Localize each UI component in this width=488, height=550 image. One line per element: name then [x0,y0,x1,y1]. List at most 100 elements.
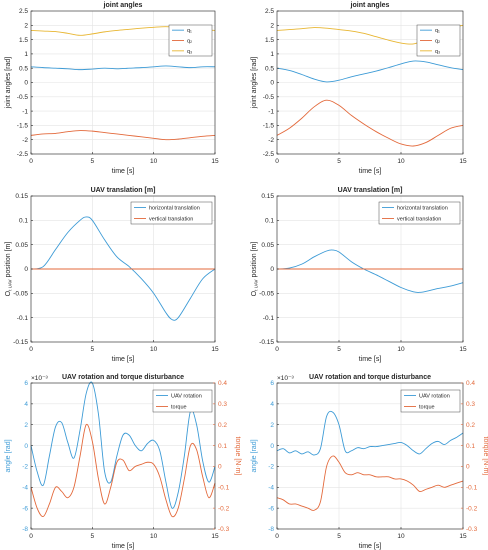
y-right-tick-label: 0.3 [218,401,227,408]
y-tick-label: -2 [268,464,274,471]
legend: q₁ q₂ q₃ [168,24,213,57]
series-line-0 [276,249,464,293]
x-tick-label: 10 [150,533,158,540]
series-line-1 [276,99,464,147]
chart-title: UAV rotation and torque disturbance [309,374,431,381]
y-right-tick-label: 0.2 [466,422,475,429]
series-line-1 [30,423,216,518]
y-tick-label: -1.5 [263,123,275,130]
y-right-tick-label: -0.3 [466,526,478,533]
chart-title: UAV translation [m] [91,187,156,194]
y-right-axis-label: torque [N·m] [482,437,488,476]
chart-panel-uav-translation-right: 0 5 10 15 -0.15 -0.1 -0.05 0 0.05 0.1 0.15 UAV tran… [251,187,467,363]
series-line-0 [276,60,464,83]
y-tick-label: -2 [22,464,28,471]
x-tick-label: 15 [211,533,219,540]
x-tick-label: 0 [29,533,33,540]
series-line-0 [30,381,216,509]
legend-box [130,201,213,225]
y-tick-label: -2.5 [17,151,29,158]
y-axis-label: Ot UAV position [m] [251,242,259,297]
x-tick-label: 15 [459,158,467,165]
x-tick-label: 0 [29,346,33,353]
x-tick-label: 10 [397,533,405,540]
y-tick-label: 0 [270,266,274,273]
x-tick-label: 15 [211,346,219,353]
y-tick-label: 2 [24,23,28,30]
y-tick-label: -0.15 [259,339,274,346]
legend-label: q₁ [187,28,192,34]
legend-label: q₃ [435,49,440,55]
y-tick-label: 0 [270,80,274,87]
legend: UAV rotation torque [400,389,461,413]
y-tick-label: -0.1 [263,315,275,322]
y-right-tick-label: -0.2 [218,505,230,512]
y-right-tick-label: 0.1 [218,443,227,450]
x-tick-label: 10 [397,158,405,165]
y-axis-label-main: O [251,290,258,296]
y-right-axis-label: torque [N·m] [234,437,241,476]
chart-panel-joint-angles-left: 0 5 10 15 -2.5 -2 -1.5 -1 -0.5 0 0.5 1 1.5 2 2.5 joint … [5,2,219,175]
x-axis-label: time [s] [112,543,135,550]
y-tick-label: -2 [268,137,274,144]
x-tick-label: 0 [29,158,33,165]
y-right-tick-label: 0 [466,464,470,471]
axes-frame [30,382,216,530]
y-right-tick-label: 0.1 [466,443,475,450]
y-tick-label: 0.15 [15,193,28,200]
chart-title: joint angles [350,2,390,9]
x-tick-label: 0 [275,158,279,165]
legend: horizontal translation vertical translati… [378,201,461,225]
chart-panel-uav-translation-left: 0 5 10 15 -0.15 -0.1 -0.05 0 0.05 0.1 0.15 UAV tran… [5,187,219,363]
legend-label: UAV rotation [171,394,202,400]
chart-title: UAV translation [m] [338,187,403,194]
y-right-tick-label: 0.2 [218,422,227,429]
y-tick-label: 2 [24,422,28,429]
legend-label: horizontal translation [397,206,448,212]
x-axis-label: time [s] [112,356,135,363]
legend-label: torque [419,405,435,411]
axes-frame [276,382,464,530]
y-tick-label: -0.05 [13,291,28,298]
x-tick-label: 5 [91,346,95,353]
y-tick-label: 4 [24,401,28,408]
series-line-0 [276,410,464,456]
y-axis-label-sub: t UAV [8,279,13,290]
y-tick-label: -0.5 [263,94,275,101]
x-axis-label: time [s] [112,168,135,175]
x-tick-label: 10 [150,158,158,165]
y-right-tick-label: -0.1 [218,484,230,491]
chart-title: UAV rotation and torque disturbance [62,374,184,381]
y-axis-label: joint angles [rad] [5,57,12,109]
y-right-tick-label: 0 [218,464,222,471]
y-tick-label: 0.5 [19,65,28,72]
y-tick-label: 2 [270,422,274,429]
x-tick-label: 5 [337,533,341,540]
y-tick-label: -6 [22,505,28,512]
y-tick-label: 2.5 [265,8,274,15]
y-axis-label-rest: position [m] [251,242,258,280]
chart-panel-uav-rotation-left: 0 5 10 15 -8 -6 -4 -2 0 2 4 6 -0.3 -0.2 -0.1 0 0.1 0.2 0.3… [5,374,241,550]
y-tick-label: 2.5 [19,8,28,15]
y-right-tick-label: 0.3 [466,401,475,408]
y-tick-label: 4 [270,401,274,408]
y-tick-label: -8 [22,526,28,533]
y-tick-label: 1 [270,51,274,58]
legend-label: vertical translation [397,217,441,223]
y-axis-label: angle [rad] [5,439,12,472]
y-right-tick-label: 0.4 [218,380,227,387]
x-tick-label: 5 [91,533,95,540]
y-exponent-label: ×10⁻³ [31,375,48,382]
x-tick-label: 5 [337,158,341,165]
y-tick-label: 6 [24,380,28,387]
x-axis-label: time [s] [359,168,382,175]
y-tick-label: 0.1 [19,218,28,225]
legend-label: q₂ [187,39,192,45]
y-tick-label: 0.15 [261,193,274,200]
series-line-1 [276,455,464,511]
legend-box [378,201,461,225]
legend-label: vertical translation [149,217,193,223]
chart-title: joint angles [103,2,143,9]
y-tick-label: 0 [24,443,28,450]
